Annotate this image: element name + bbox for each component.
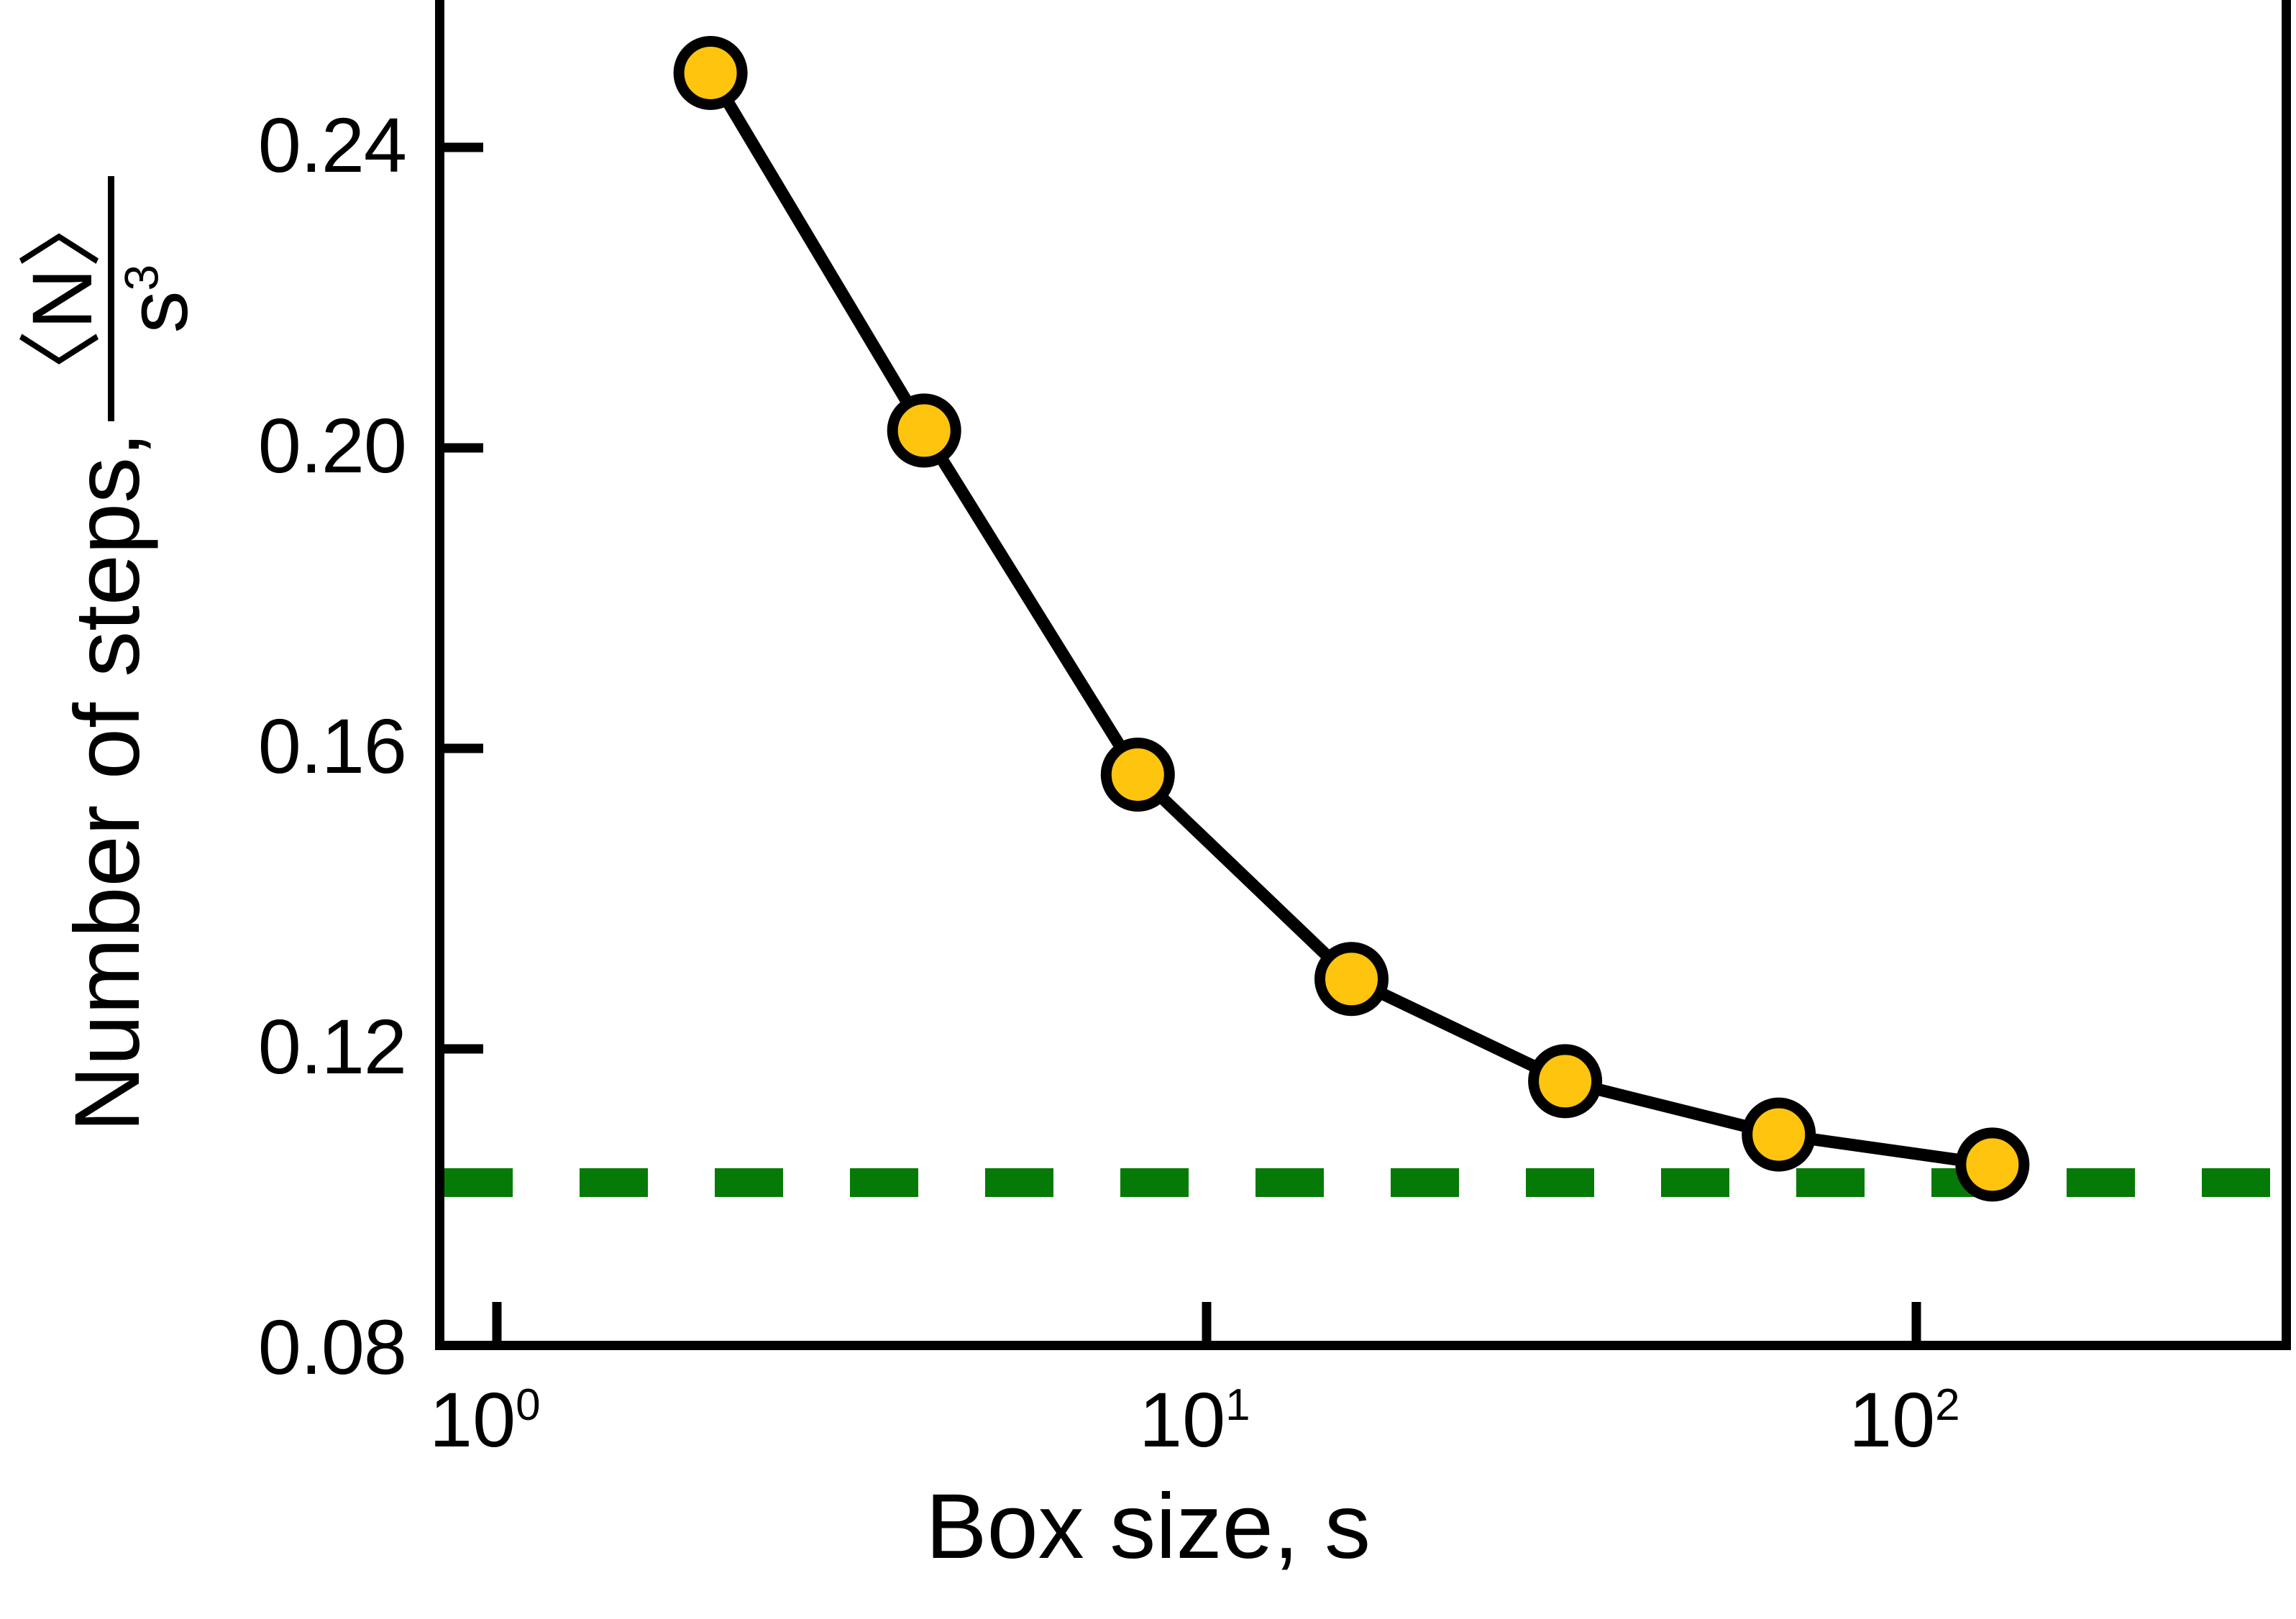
y-tick-label-020: 0.20 bbox=[257, 402, 407, 489]
data-point bbox=[1100, 738, 1175, 812]
plot-frame bbox=[435, 0, 2291, 1350]
y-axis-title-fraction: 〈N〉 s3 bbox=[14, 176, 206, 422]
data-point bbox=[1955, 1127, 2030, 1202]
x-axis-title: Box size, s bbox=[925, 1475, 1371, 1578]
data-point bbox=[1314, 942, 1389, 1017]
y-tick-label-016: 0.16 bbox=[257, 702, 407, 789]
data-point-markers bbox=[673, 36, 2030, 1202]
y-axis-title: Number of steps, 〈N〉 s3 bbox=[15, 43, 206, 1265]
fraction-numerator: 〈N〉 bbox=[14, 183, 110, 415]
data-point bbox=[1528, 1044, 1603, 1119]
x-tick-exponent: 0 bbox=[516, 1380, 541, 1430]
y-axis-tick-marks bbox=[440, 142, 483, 1054]
x-tick-mantissa: 10 bbox=[429, 1376, 516, 1463]
x-axis-tick-marks bbox=[492, 1302, 1921, 1345]
x-tick-mantissa: 10 bbox=[1849, 1376, 1936, 1463]
data-point bbox=[887, 393, 961, 468]
x-tick-label-1e2: 102 bbox=[1849, 1381, 1960, 1459]
y-tick-label-008: 0.08 bbox=[257, 1303, 407, 1390]
fraction-denominator: s3 bbox=[110, 257, 206, 341]
fraction-denominator-exponent: 3 bbox=[114, 264, 168, 291]
y-axis-title-prefix: Number of steps, bbox=[56, 431, 159, 1132]
data-point bbox=[1742, 1097, 1816, 1172]
data-point bbox=[673, 36, 748, 110]
y-tick-label-024: 0.24 bbox=[257, 101, 407, 188]
x-tick-exponent: 1 bbox=[1225, 1380, 1250, 1430]
y-tick-label-012: 0.12 bbox=[257, 1003, 407, 1090]
fraction-denominator-base: s bbox=[110, 290, 206, 334]
x-tick-exponent: 2 bbox=[1935, 1380, 1960, 1430]
x-tick-label-1e1: 101 bbox=[1139, 1381, 1250, 1459]
x-tick-mantissa: 10 bbox=[1139, 1376, 1226, 1463]
x-tick-label-1e0: 100 bbox=[429, 1381, 541, 1459]
